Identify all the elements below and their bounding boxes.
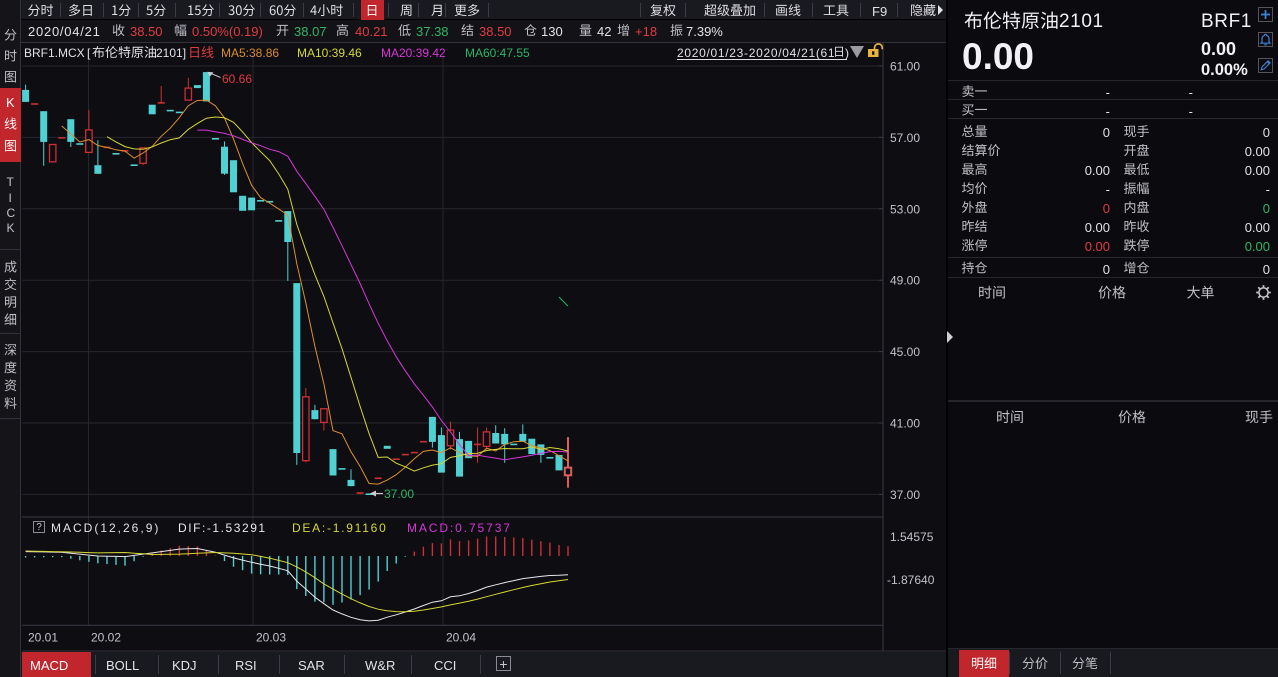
svg-text:20.02: 20.02 (91, 631, 121, 645)
svg-text:37.00: 37.00 (384, 487, 414, 501)
svg-text:20.03: 20.03 (256, 631, 286, 645)
svg-text:60.66: 60.66 (222, 72, 252, 86)
svg-text:57.00: 57.00 (890, 131, 920, 145)
svg-text:53.00: 53.00 (890, 202, 920, 216)
svg-text:37.00: 37.00 (890, 488, 920, 502)
svg-text:49.00: 49.00 (890, 274, 920, 288)
svg-text:20.04: 20.04 (446, 631, 476, 645)
svg-text:1.54575: 1.54575 (890, 530, 934, 544)
svg-text:20.01: 20.01 (28, 631, 58, 645)
svg-text:-1.87640: -1.87640 (887, 573, 935, 587)
svg-text:45.00: 45.00 (890, 345, 920, 359)
svg-text:41.00: 41.00 (890, 417, 920, 431)
svg-text:61.00: 61.00 (890, 60, 920, 74)
